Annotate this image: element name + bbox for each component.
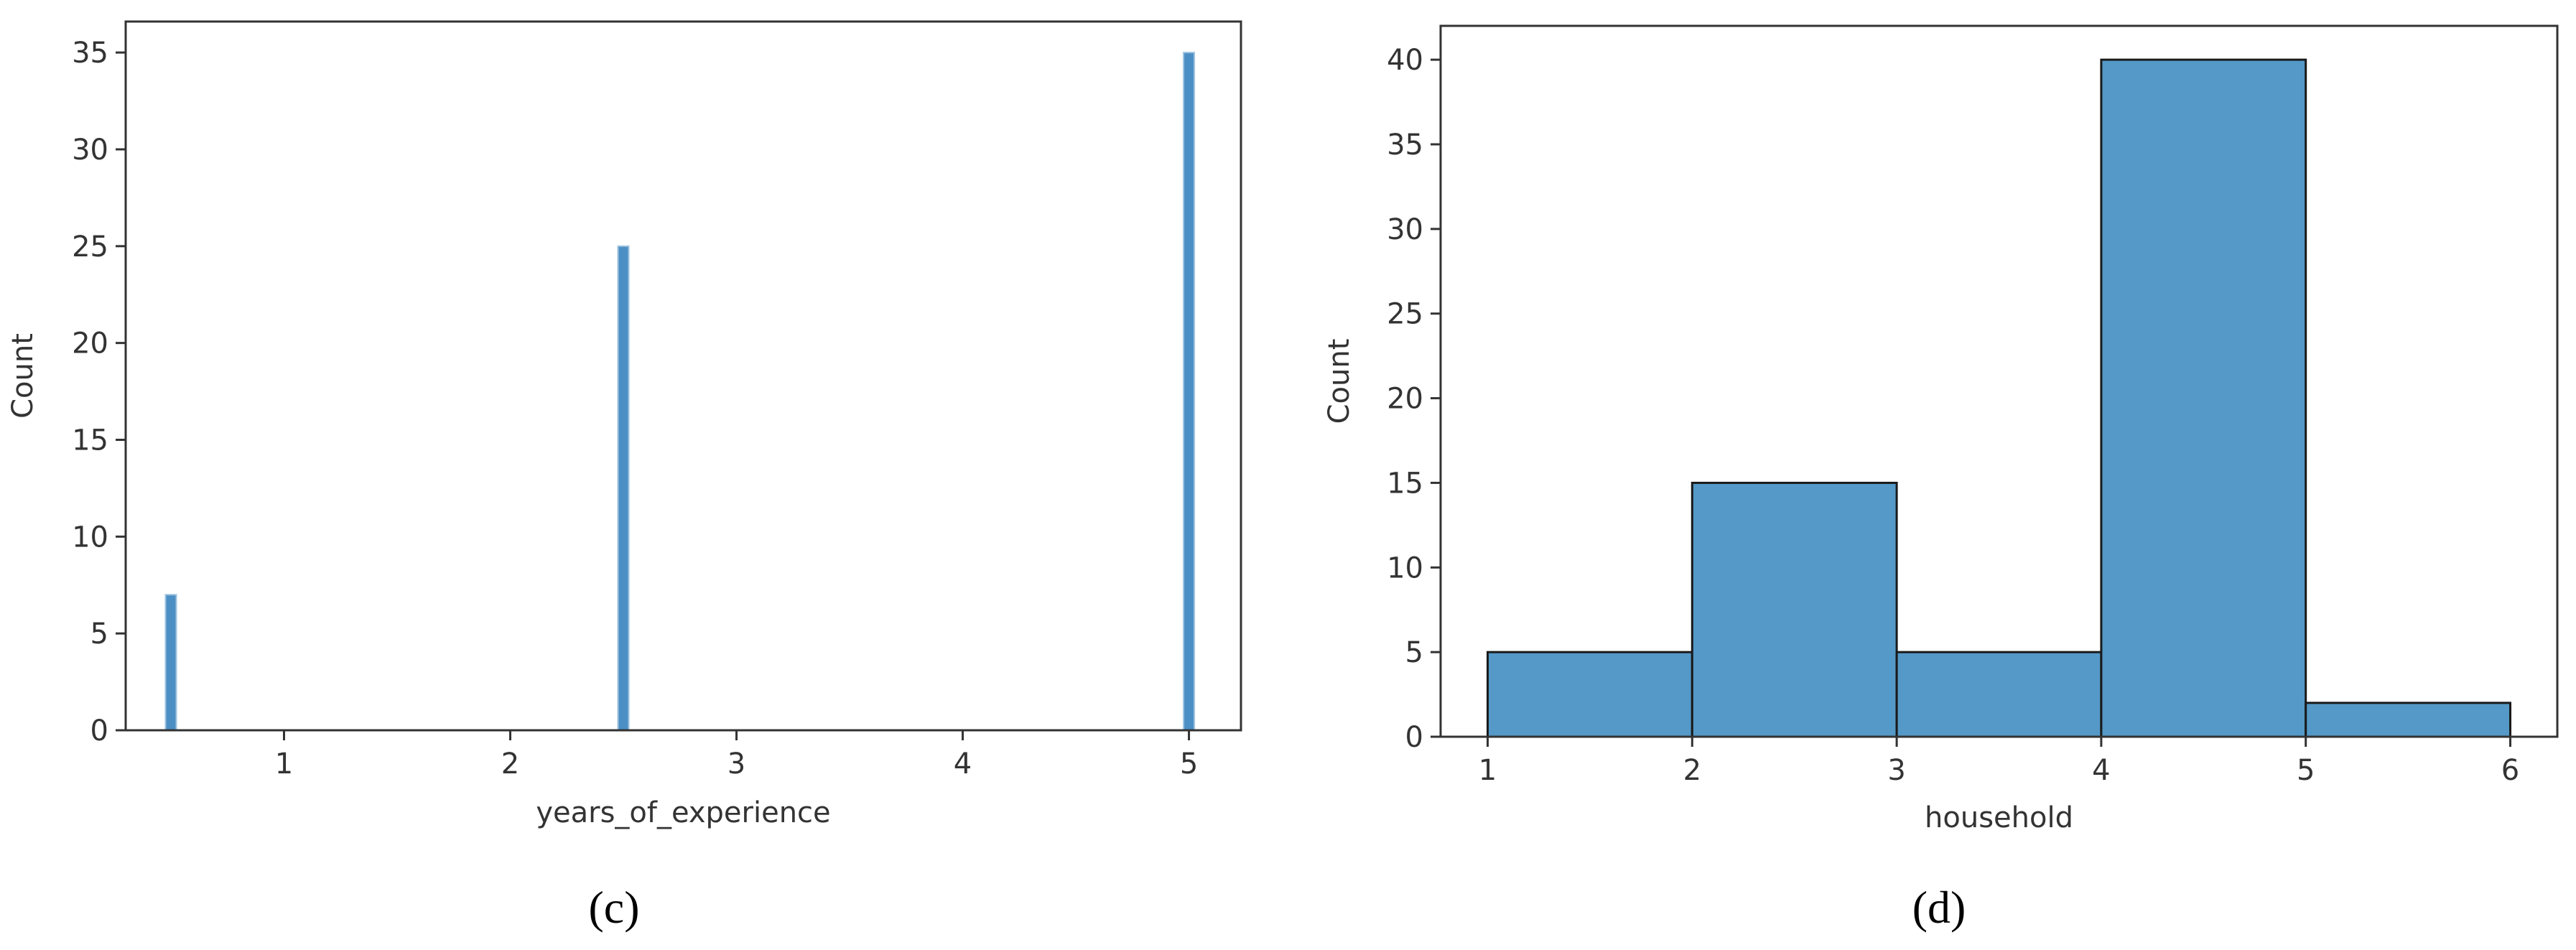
bars-group <box>164 52 1196 732</box>
y-tick-label: 30 <box>1387 213 1423 246</box>
y-tick-label: 15 <box>72 424 108 457</box>
y-tick-label: 25 <box>72 230 108 264</box>
y-tick-label: 0 <box>90 714 108 748</box>
x-tick-label: 4 <box>2092 754 2110 787</box>
y-tick-label: 35 <box>72 37 108 70</box>
y-tick-label: 35 <box>1387 129 1423 162</box>
y-tick-label: 40 <box>1387 44 1423 77</box>
x-tick-label: 5 <box>2297 754 2315 787</box>
caption: (c) <box>588 882 639 933</box>
histogram-bar <box>164 594 177 731</box>
x-tick-label: 2 <box>501 748 519 781</box>
y-tick-label: 10 <box>1387 551 1423 585</box>
caption: (d) <box>1912 882 1966 933</box>
x-axis-label: years_of_experience <box>536 796 830 829</box>
y-tick-label: 15 <box>1387 467 1423 500</box>
x-axis-ticks: 1 2 3 4 5 <box>275 730 1198 781</box>
y-tick-label: 20 <box>1387 383 1423 416</box>
histogram-bar <box>617 245 630 731</box>
y-axis-label: Count <box>6 333 39 419</box>
histogram-bar <box>1895 651 2103 738</box>
x-tick-label: 1 <box>1479 754 1497 787</box>
y-axis-ticks: 0 5 10 15 20 25 30 35 <box>72 37 126 748</box>
y-tick-label: 20 <box>72 327 108 360</box>
y-tick-label: 30 <box>72 134 108 167</box>
x-tick-label: 3 <box>727 748 745 781</box>
x-tick-label: 6 <box>2501 754 2519 787</box>
x-tick-label: 1 <box>275 748 293 781</box>
y-tick-label: 25 <box>1387 298 1423 331</box>
x-axis-ticks: 1 2 3 4 5 6 <box>1479 737 2519 787</box>
y-tick-label: 10 <box>72 521 108 554</box>
y-tick-label: 5 <box>1405 636 1423 669</box>
plot-frame <box>1439 24 2559 738</box>
bars-group <box>1487 58 2511 738</box>
histogram-bar <box>1487 651 1693 738</box>
y-tick-label: 0 <box>1405 721 1423 754</box>
x-tick-label: 5 <box>1180 748 1198 781</box>
histogram-bar <box>2305 702 2511 738</box>
x-axis-label: household <box>1925 801 2073 834</box>
y-axis-label: Count <box>1323 339 1356 424</box>
y-tick-label: 5 <box>90 618 108 651</box>
x-tick-label: 3 <box>1887 754 1905 787</box>
histogram-bar <box>1691 481 1898 738</box>
chart-years-of-experience: 1 2 3 4 5 0 5 10 15 20 25 30 35 years_of_experience… <box>6 20 1242 933</box>
histogram-bar <box>2100 58 2307 738</box>
histogram-bar <box>1183 52 1196 732</box>
x-tick-label: 2 <box>1683 754 1701 787</box>
y-axis-ticks: 0 5 10 15 20 25 30 35 40 <box>1387 44 1441 754</box>
x-tick-label: 4 <box>954 748 972 781</box>
plot-frame <box>124 20 1242 732</box>
